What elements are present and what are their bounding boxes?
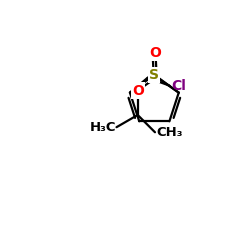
Text: Cl: Cl	[172, 79, 186, 93]
Text: O: O	[150, 46, 162, 60]
Text: O: O	[132, 84, 144, 98]
Text: CH₃: CH₃	[156, 126, 183, 139]
Text: S: S	[149, 68, 159, 82]
Text: H₃C: H₃C	[90, 121, 117, 134]
